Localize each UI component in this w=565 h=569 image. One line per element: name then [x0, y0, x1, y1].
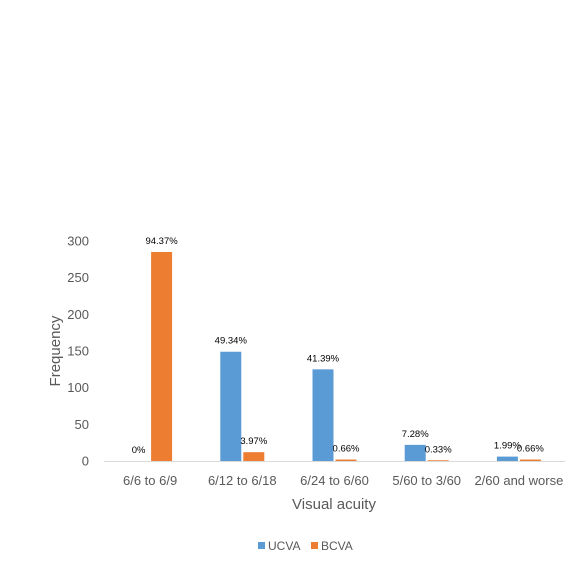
x-axis-ticks: 6/6 to 6/9 6/12 to 6/18 6/24 to 6/60 5/60 t… — [123, 473, 563, 488]
bar-ucva — [404, 444, 426, 461]
legend-label-ucva: UCVA — [268, 539, 300, 553]
x-tick-label: 5/60 to 3/60 — [392, 473, 461, 488]
data-label-ucva: 7.28% — [402, 429, 429, 440]
x-axis-title: Visual acuity — [292, 496, 376, 513]
bar-bcva — [427, 460, 449, 461]
legend-label-bcva: BCVA — [321, 539, 353, 553]
data-label-bcva: 3.97% — [240, 436, 267, 447]
data-label-ucva: 1.99% — [494, 441, 521, 452]
data-label-bcva: 0.66% — [333, 444, 360, 455]
bar-bcva — [335, 459, 357, 461]
bar-bcva — [243, 452, 265, 461]
bars — [151, 252, 541, 461]
y-tick-label: 250 — [67, 270, 89, 285]
bar-bcva — [151, 252, 173, 461]
y-axis-title: Frequency — [47, 315, 64, 386]
data-label-ucva: 0% — [132, 445, 146, 456]
legend: UCVA BCVA — [258, 539, 353, 553]
x-tick-label: 6/12 to 6/18 — [208, 473, 277, 488]
x-tick-label: 6/24 to 6/60 — [300, 473, 369, 488]
y-tick-label: 300 — [67, 234, 89, 249]
y-axis-ticks: 0 50 100 150 200 250 300 — [67, 234, 89, 469]
y-tick-label: 200 — [67, 307, 89, 322]
legend-swatch-bcva — [311, 542, 318, 549]
data-label-ucva: 41.39% — [307, 353, 340, 364]
y-tick-label: 50 — [75, 417, 89, 432]
y-tick-label: 100 — [67, 380, 89, 395]
data-label-ucva: 49.34% — [215, 336, 248, 347]
y-tick-label: 0 — [82, 454, 89, 469]
data-label-bcva: 94.37% — [145, 236, 178, 247]
x-tick-label: 6/6 to 6/9 — [123, 473, 177, 488]
bar-bcva — [519, 459, 541, 461]
bar-ucva — [220, 351, 242, 461]
y-tick-label: 150 — [67, 344, 89, 359]
legend-swatch-ucva — [258, 542, 265, 549]
bar-ucva — [312, 369, 334, 461]
bar-ucva — [496, 456, 518, 461]
data-label-bcva: 0.33% — [425, 444, 452, 455]
data-labels: 0% 49.34% 41.39% 7.28% 1.99% 94.37% 3.97% 0.66%… — [132, 236, 545, 456]
data-label-bcva: 0.66% — [517, 444, 544, 455]
x-tick-label: 2/60 and worse — [474, 473, 563, 488]
